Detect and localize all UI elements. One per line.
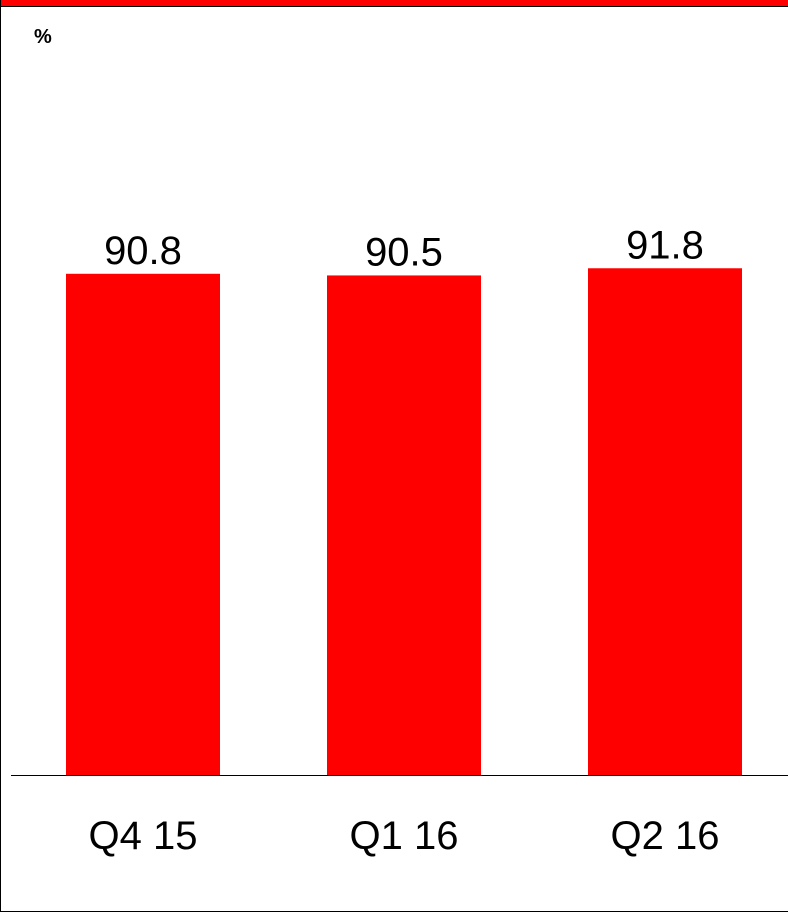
data-label: 90.8: [104, 229, 182, 273]
bar-q2-16: [588, 268, 742, 775]
data-label: 91.8: [626, 223, 704, 267]
x-tick-label: Q4 15: [89, 814, 198, 858]
accent-bar: [1, 0, 788, 6]
x-tick-label: Q2 16: [611, 814, 720, 858]
data-label: 90.5: [365, 230, 443, 274]
x-tick-label: Q1 16: [350, 814, 459, 858]
bar-q4-15: [66, 273, 220, 775]
unit-label: %: [34, 26, 52, 48]
accent-bar-border: [1, 6, 788, 7]
bar-q1-16: [327, 275, 481, 775]
